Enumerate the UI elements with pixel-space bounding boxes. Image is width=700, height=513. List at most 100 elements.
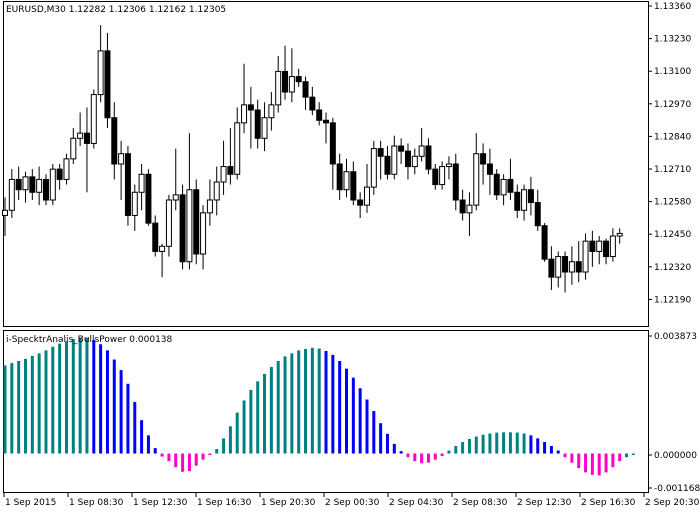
- bull-candle: [90, 94, 97, 144]
- bull-candle: [439, 166, 446, 186]
- price-tick-label: 1.13360: [654, 2, 691, 12]
- bear-candle: [357, 199, 364, 206]
- bull-candle: [500, 178, 507, 196]
- indicator-tick-label: 0.003873: [654, 332, 697, 342]
- bear-candle: [111, 117, 118, 165]
- bull-candle: [370, 148, 377, 188]
- price-tick-label: 1.12840: [654, 132, 691, 142]
- bear-candle: [589, 240, 596, 252]
- bull-candle: [70, 137, 77, 160]
- bull-candle: [159, 245, 166, 252]
- bear-candle: [562, 256, 569, 273]
- bull-candle: [521, 189, 528, 211]
- bull-candle: [2, 209, 8, 216]
- time-tick-label: 1 Sep 16:30: [197, 498, 252, 508]
- bull-candle: [391, 145, 398, 175]
- bear-candle: [282, 70, 289, 93]
- bear-candle: [42, 178, 49, 201]
- bear-candle: [316, 109, 323, 121]
- indicator-tick-label: -0.001168: [654, 484, 700, 494]
- bear-candle: [302, 81, 309, 98]
- bear-candle: [398, 145, 405, 152]
- bear-candle: [548, 258, 555, 278]
- bear-candle: [179, 194, 186, 263]
- time-tick-label: 2 Sep 04:30: [389, 498, 444, 508]
- time-tick-label: 2 Sep 12:30: [517, 498, 572, 508]
- bear-candle: [152, 222, 159, 252]
- axis-ticks: 1.13360 1.13230 1.13100 1.12970 1.12840 1.127…: [3, 2, 700, 508]
- bear-candle: [193, 189, 200, 255]
- bull-candle: [220, 166, 227, 183]
- bull-candle: [616, 232, 623, 237]
- bear-candle: [254, 109, 261, 139]
- bull-candle: [138, 173, 145, 193]
- time-tick-label: 2 Sep 20:30: [645, 498, 700, 508]
- bull-candle: [582, 240, 589, 273]
- bull-candle: [268, 104, 275, 119]
- bear-candle: [541, 225, 548, 260]
- bull-candle: [275, 70, 282, 106]
- bear-candle: [350, 171, 357, 201]
- bull-candle: [411, 155, 418, 168]
- bull-candle: [165, 199, 172, 247]
- time-tick-label: 1 Sep 08:30: [69, 498, 124, 508]
- bull-candle: [473, 153, 480, 206]
- bull-candle: [8, 178, 15, 211]
- bull-candle: [63, 158, 70, 180]
- bear-candle: [56, 168, 63, 180]
- bear-candle: [104, 50, 111, 119]
- price-tick-label: 1.12320: [654, 263, 691, 273]
- bull-candle: [555, 256, 562, 278]
- bear-candle: [534, 202, 541, 227]
- bear-candle: [507, 178, 514, 193]
- bear-candle: [514, 191, 521, 211]
- bull-candle: [172, 194, 179, 201]
- bear-candle: [83, 132, 90, 144]
- bear-candle: [486, 163, 493, 175]
- bull-candle: [418, 145, 425, 157]
- candle-series: [2, 25, 623, 293]
- price-tick-label: 1.12580: [654, 198, 691, 208]
- bull-candle: [118, 153, 125, 165]
- price-tick-label: 1.13100: [654, 67, 691, 77]
- bull-candle: [36, 178, 43, 193]
- bull-candle: [363, 186, 370, 206]
- bear-candle: [377, 148, 384, 157]
- bull-candle: [131, 191, 138, 216]
- bear-candle: [480, 153, 487, 165]
- bull-candle: [241, 104, 248, 124]
- bear-candle: [459, 199, 466, 214]
- bull-candle: [200, 212, 207, 255]
- bull-candle: [609, 235, 616, 258]
- bear-candle: [295, 76, 302, 83]
- bull-candle: [206, 199, 213, 214]
- bear-candle: [432, 168, 439, 186]
- bull-candle: [261, 117, 268, 139]
- bear-candle: [15, 178, 22, 191]
- bear-candle: [425, 145, 432, 170]
- bull-candle: [186, 189, 193, 263]
- bear-candle: [124, 153, 131, 216]
- bear-candle: [247, 104, 254, 111]
- bear-candle: [527, 189, 534, 204]
- bull-candle: [234, 122, 241, 175]
- bear-candle: [227, 166, 234, 175]
- price-pane-header: EURUSD,M30 1.12282 1.12306 1.12162 1.123…: [6, 5, 226, 15]
- price-tick-label: 1.12450: [654, 230, 691, 240]
- price-tick-label: 1.12710: [654, 165, 691, 175]
- bear-candle: [603, 240, 610, 258]
- bear-candle: [323, 119, 330, 124]
- indicator-pane-header: i-SpecktrAnalis_BullsPower 0.000138: [6, 335, 173, 345]
- price-tick-label: 1.12970: [654, 100, 691, 110]
- bull-candle: [49, 168, 56, 201]
- bear-candle: [404, 150, 411, 168]
- bear-candle: [29, 176, 36, 193]
- time-tick-label: 2 Sep 08:30: [453, 498, 508, 508]
- bear-candle: [336, 163, 343, 191]
- bear-candle: [145, 173, 152, 224]
- bullspower-histogram: [3, 337, 635, 476]
- bull-candle: [568, 261, 575, 273]
- bear-candle: [493, 173, 500, 196]
- bear-candle: [575, 261, 582, 273]
